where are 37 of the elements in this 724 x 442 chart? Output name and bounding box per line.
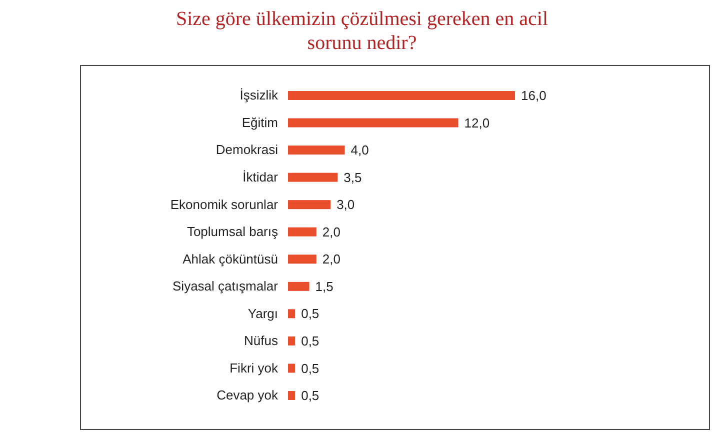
bar [288,146,345,155]
y-tick-label: Demokrasi [216,142,278,158]
bar [288,254,316,264]
y-tick-label: Toplumsal barış [186,224,278,240]
bar [288,309,296,318]
y-tick-label: Cevap yok [216,388,278,403]
y-tick-label: Siyasal çatışmalar [172,278,279,294]
y-tick-label: Ekonomik sorunlar [170,196,279,212]
data-label: 16,0 [521,88,546,104]
data-label: 0,5 [301,360,320,376]
bar [288,227,316,236]
y-tick-label: Nüfus [244,333,278,348]
data-label: 2,0 [322,252,340,267]
data-label: 2,0 [322,224,340,240]
data-label: 12,0 [464,115,490,130]
bar [288,118,458,128]
bar [288,364,296,373]
data-label: 3,0 [336,197,355,212]
bar [288,391,296,400]
bar [288,91,515,100]
chart-title: Size göre ülkemizin çözülmesi gereken en acil sorunu nedir? [176,8,548,54]
data-label: 0,5 [301,306,320,322]
data-label: 3,5 [344,170,362,185]
bar [288,282,310,291]
data-label: 0,5 [301,388,320,404]
y-tick-label: Yargı [248,306,278,321]
y-tick-label: İktidar [242,169,279,184]
data-label: 1,5 [315,278,334,294]
bar [288,172,338,182]
y-tick-label: Fikri yok [230,360,278,376]
y-tick-label: Eğitim [242,114,278,130]
data-label: 4,0 [350,142,369,158]
y-tick-label: Ahlak çöküntüsü [182,251,278,266]
y-tick-label: İşsizlik [240,88,278,103]
bar [288,336,296,346]
bar [288,200,331,210]
data-label: 0,5 [301,334,320,349]
